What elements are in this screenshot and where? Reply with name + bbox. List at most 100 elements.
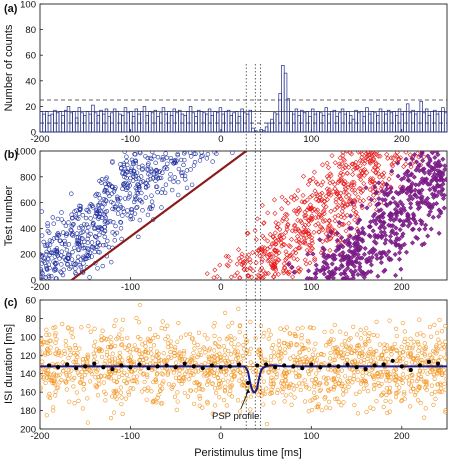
isi-point [361, 360, 366, 365]
mean-isi-point [182, 361, 187, 366]
red-diamond-point [337, 155, 343, 161]
red-diamond-point [313, 208, 319, 214]
purple-diamond-point [436, 163, 442, 169]
isi-point [333, 396, 338, 402]
red-diamond-point [280, 241, 286, 247]
blue-circle-point [96, 240, 101, 245]
blue-circle-point [138, 174, 144, 179]
purple-diamond-point [434, 200, 440, 207]
blue-circle-point [137, 197, 142, 203]
purple-diamond-point [310, 251, 316, 257]
isi-point [72, 375, 77, 381]
red-diamond-point [272, 210, 278, 216]
isi-point [279, 381, 284, 386]
histogram-bar [80, 112, 84, 133]
red-diamond-point [371, 152, 377, 158]
blue-circle-point [97, 214, 102, 220]
blue-circle-point [132, 171, 137, 177]
red-diamond-point [332, 160, 338, 166]
ylabel-c: ISI duration [ms] [3, 324, 15, 404]
purple-diamond-point [325, 234, 331, 240]
isi-point [410, 360, 415, 365]
red-diamond-point [283, 255, 290, 261]
histogram-bar [357, 112, 361, 133]
purple-diamond-point [313, 262, 319, 268]
histogram-bar [403, 111, 407, 133]
isi-point [350, 367, 355, 372]
isi-point [144, 356, 149, 361]
isi-point [126, 392, 132, 397]
purple-diamond-point [415, 164, 421, 170]
blue-circle-point [118, 162, 123, 167]
isi-point [373, 382, 378, 388]
purple-diamond-point [420, 199, 426, 206]
isi-point [66, 368, 71, 373]
red-diamond-point [256, 273, 262, 279]
blue-circle-point [149, 156, 154, 162]
isi-point [443, 387, 447, 392]
mean-isi-point [119, 363, 124, 368]
blue-circle-point [74, 215, 80, 221]
red-diamond-point [259, 265, 265, 271]
isi-point [40, 374, 43, 379]
isi-point [46, 348, 51, 353]
mean-isi-point [164, 363, 169, 368]
mean-isi-point [245, 380, 251, 386]
isi-point [274, 372, 280, 377]
blue-circle-point [73, 266, 78, 271]
isi-point [79, 376, 85, 382]
isi-point [193, 388, 199, 393]
isi-point [375, 371, 380, 377]
blue-circle-point [127, 194, 132, 199]
purple-diamond-point [381, 210, 387, 216]
isi-point [408, 389, 413, 394]
mean-isi-point [264, 362, 269, 367]
isi-point [221, 397, 227, 403]
isi-point [168, 344, 174, 349]
isi-point [369, 358, 374, 363]
histogram-bar [411, 109, 415, 133]
purple-diamond-point [396, 250, 403, 256]
blue-circle-point [133, 185, 138, 191]
blue-circle-point [131, 168, 137, 174]
red-diamond-point [341, 221, 347, 227]
red-diamond-point [294, 256, 300, 262]
isi-point [217, 351, 222, 356]
isi-point [140, 351, 145, 356]
purple-diamond-point [345, 265, 351, 271]
blue-circle-point [63, 223, 69, 229]
red-diamond-point [285, 222, 291, 228]
red-diamond-point [305, 181, 311, 187]
isi-point [261, 379, 267, 384]
blue-circle-point [150, 203, 156, 209]
isi-point [309, 377, 315, 383]
panel-label-b: (b) [4, 149, 18, 161]
red-diamond-point [320, 218, 326, 224]
red-diamond-point [375, 166, 381, 172]
isi-point [264, 421, 270, 427]
isi-point [237, 323, 243, 328]
purple-diamond-point [328, 229, 334, 235]
red-diamond-point [401, 164, 407, 170]
blue-circle-point [158, 175, 164, 181]
blue-circle-point [113, 185, 118, 190]
blue-circle-point [162, 190, 168, 195]
histogram-bar [55, 112, 60, 133]
isi-point [302, 399, 308, 404]
isi-point [384, 386, 389, 391]
histogram-bar [386, 109, 391, 133]
red-diamond-point [388, 170, 394, 177]
histogram-bar [134, 108, 139, 133]
isi-point [99, 348, 105, 353]
purple-diamond-point [321, 271, 327, 277]
blue-circle-point [127, 191, 133, 196]
isi-point [434, 343, 439, 348]
blue-circle-point [44, 266, 50, 272]
y-tick-label-0: 60 [25, 51, 36, 62]
isi-point [372, 350, 377, 355]
red-diamond-point [358, 189, 364, 196]
red-diamond-point [253, 260, 259, 266]
blue-circle-point [59, 210, 64, 215]
isi-point [261, 402, 266, 407]
blue-circle-point [140, 166, 145, 171]
